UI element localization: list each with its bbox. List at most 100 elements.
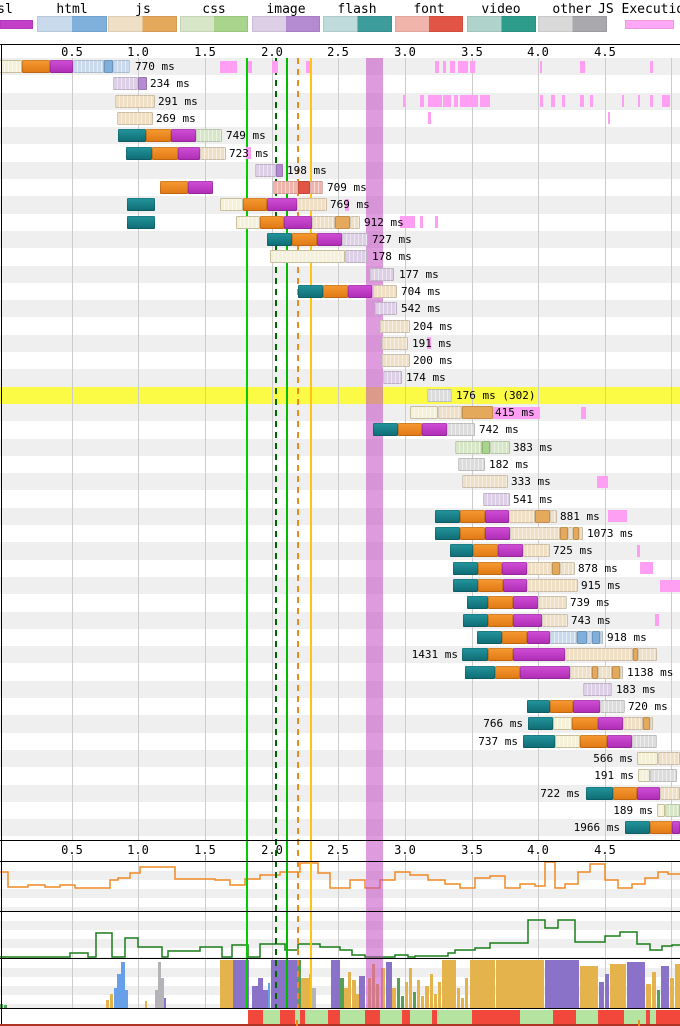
main-thread-bar — [580, 966, 598, 1008]
legend-label-css: css — [202, 2, 226, 17]
request-time-label: 182 ms — [489, 457, 529, 471]
request-bar-segment-con — [292, 233, 317, 246]
request-row[interactable] — [0, 317, 680, 335]
cpu-busy-segment — [328, 1010, 340, 1024]
request-bar-segment-imgL — [370, 267, 394, 281]
request-bar-segment-othL — [632, 734, 657, 748]
request-bar-segment-jsD — [535, 509, 550, 523]
request-bar-segment-con — [22, 60, 50, 73]
gridline — [338, 861, 339, 1008]
request-row[interactable] — [0, 161, 680, 180]
request-row[interactable] — [0, 784, 680, 802]
js-execution-fragment — [443, 95, 451, 108]
request-row[interactable] — [0, 801, 680, 820]
request-time-label: 177 ms — [399, 267, 439, 281]
cpu-free-segment — [410, 1010, 432, 1024]
request-bar-segment-cssD — [482, 440, 490, 454]
request-row[interactable] — [0, 438, 680, 456]
request-bar-segment-dns — [467, 596, 488, 610]
request-row[interactable] — [0, 144, 680, 162]
request-row[interactable] — [0, 334, 680, 353]
js-execution-fragment — [638, 95, 640, 108]
main-thread-bar — [114, 988, 117, 1008]
event-tick — [296, 1020, 298, 1026]
request-row[interactable] — [0, 767, 680, 785]
request-row[interactable] — [0, 127, 680, 145]
js-execution-fragment — [460, 95, 478, 108]
request-bar-segment-wait — [553, 717, 572, 731]
request-time-label: 725 ms — [553, 544, 593, 558]
axis-tick-label: 0.5 — [61, 45, 83, 59]
request-bar-segment-dns — [528, 717, 553, 731]
js-execution-fragment — [580, 95, 584, 108]
request-row[interactable] — [0, 455, 680, 474]
request-row[interactable] — [0, 300, 680, 318]
main-thread-bar — [158, 962, 161, 1008]
js-execution-fragment — [650, 95, 653, 108]
request-bar-segment-othL — [600, 700, 625, 714]
request-row[interactable] — [0, 58, 680, 76]
cpu-line — [0, 919, 680, 958]
request-bar-segment-con — [488, 613, 513, 627]
request-row[interactable] — [0, 577, 680, 595]
js-execution-fragment — [581, 406, 586, 419]
request-row[interactable] — [0, 352, 680, 370]
request-bar-segment-con — [613, 786, 637, 800]
request-row[interactable] — [0, 732, 680, 750]
request-row[interactable] — [0, 490, 680, 508]
utilization-track — [0, 1010, 680, 1024]
request-row[interactable] — [0, 421, 680, 439]
request-row[interactable] — [0, 196, 680, 214]
request-row[interactable] — [0, 404, 680, 422]
request-row[interactable] — [0, 680, 680, 699]
request-row[interactable] — [0, 473, 680, 491]
js-execution-fragment — [597, 475, 608, 488]
request-row[interactable] — [0, 698, 680, 716]
main-thread-bar — [161, 978, 164, 1008]
request-row[interactable] — [0, 750, 680, 768]
cpu-free-segment — [295, 1010, 300, 1024]
gridline — [338, 58, 339, 840]
request-row[interactable] — [0, 265, 680, 283]
request-bar-segment-othL — [650, 769, 677, 783]
js-execution-fragment — [551, 95, 555, 108]
request-time-label: 878 ms — [578, 561, 618, 575]
main-thread-bar — [652, 972, 656, 1008]
request-row[interactable] — [0, 109, 680, 128]
main-thread-bar — [461, 998, 464, 1008]
legend-swatch-icon — [37, 16, 107, 32]
request-bar-segment-ssl — [348, 284, 372, 298]
main-thread-bar — [670, 978, 674, 1008]
cpu-busy-segment — [598, 1010, 624, 1024]
cpu-busy-segment — [402, 1010, 410, 1024]
request-bar-segment-ssl — [637, 786, 660, 800]
request-row[interactable] — [0, 75, 680, 93]
gridline — [72, 58, 73, 840]
legend-swatch-icon — [108, 16, 177, 32]
js-execution-fragment — [655, 614, 659, 627]
request-bar-segment-dns — [118, 129, 146, 143]
js-execution-fragment — [458, 60, 468, 73]
legend-label-html: html — [56, 2, 88, 17]
js-execution-fragment — [403, 95, 405, 108]
request-row[interactable] — [0, 386, 680, 404]
request-row[interactable] — [0, 819, 680, 837]
axis-tick-label: 1.0 — [127, 843, 149, 857]
request-time-label: 766 ms — [483, 717, 523, 731]
request-row[interactable] — [0, 369, 680, 387]
cpu-free-segment — [520, 1010, 553, 1024]
request-bar-segment-con — [580, 734, 607, 748]
main-thread-bar — [297, 960, 301, 1008]
request-bar-segment-dns — [267, 233, 292, 246]
js-execution-fragment — [540, 60, 542, 73]
request-time-label: 722 ms — [540, 786, 580, 800]
request-bar-segment-jsL — [638, 648, 657, 662]
request-row[interactable] — [0, 92, 680, 110]
js-execution-fragment — [493, 406, 540, 419]
request-row[interactable] — [0, 715, 680, 733]
request-bar-segment-dns — [435, 509, 460, 523]
request-bar-segment-jsL — [509, 509, 535, 523]
request-bar-segment-ssl — [422, 423, 447, 437]
gridline — [538, 861, 539, 1008]
request-bar-segment-dns — [450, 544, 473, 558]
